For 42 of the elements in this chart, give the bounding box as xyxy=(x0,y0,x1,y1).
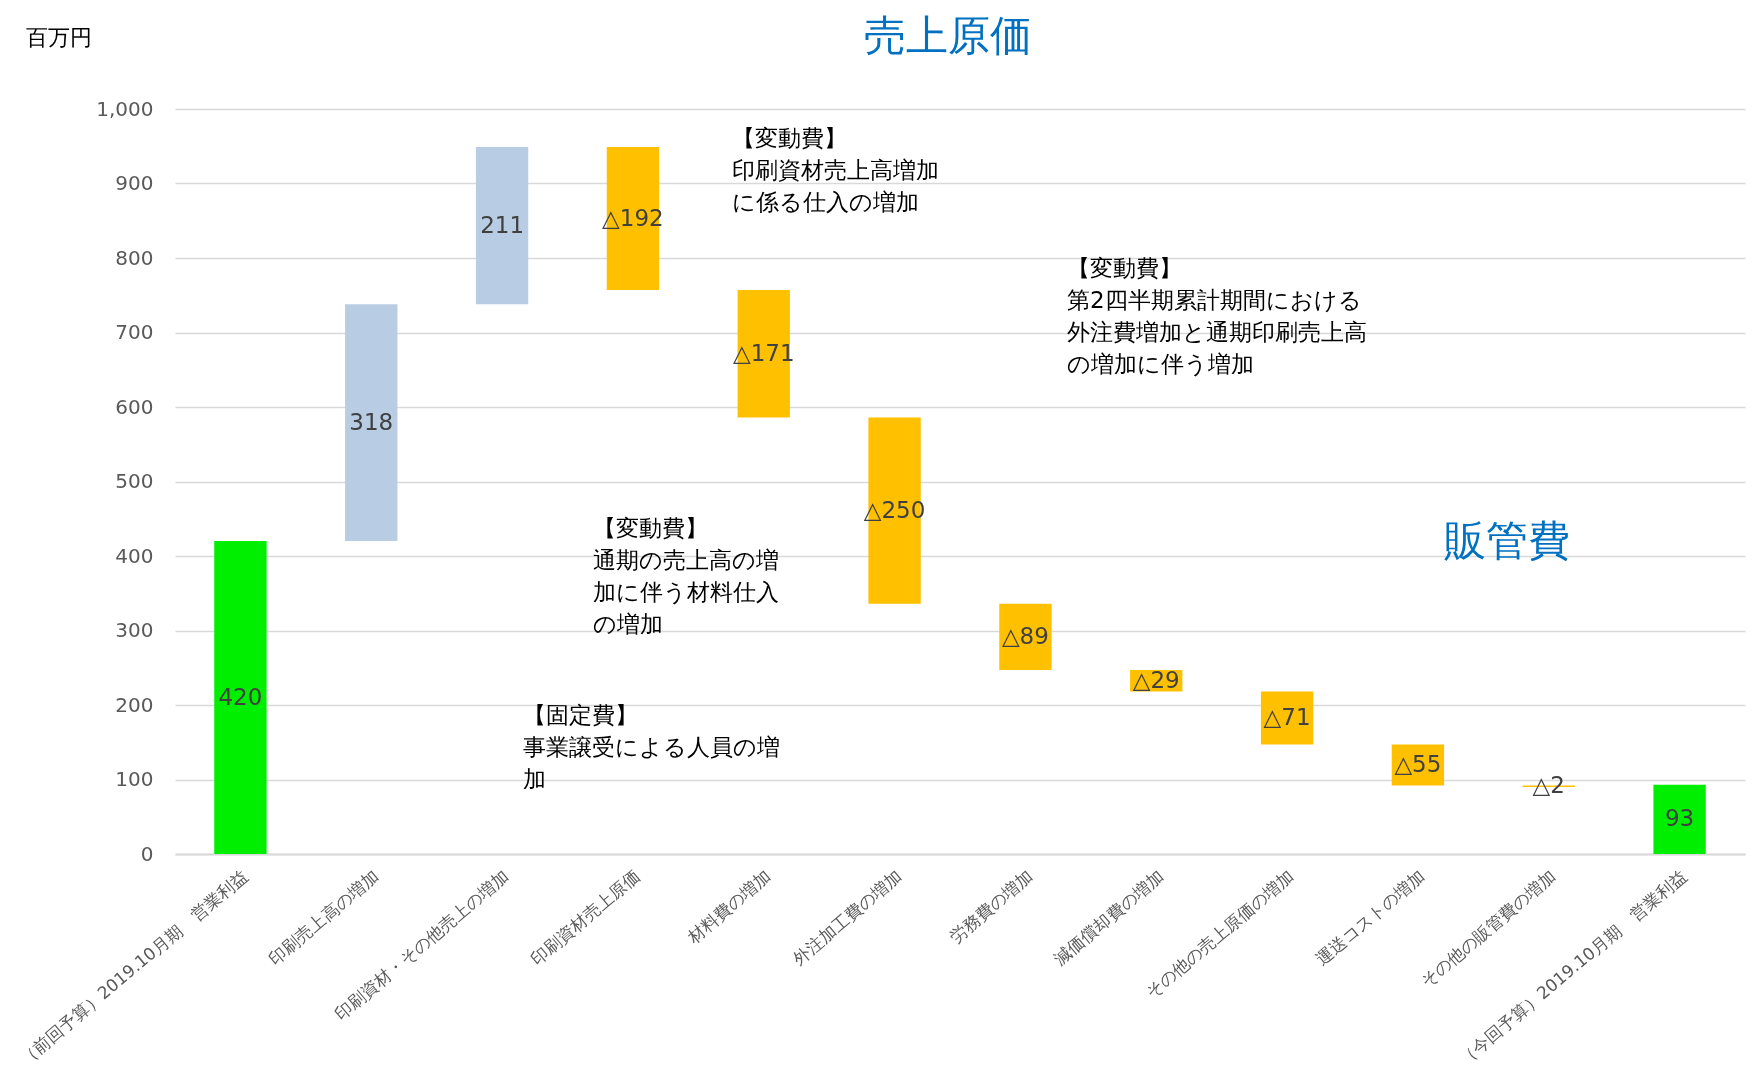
data-label: △55 xyxy=(1394,750,1442,777)
data-label: △89 xyxy=(1001,622,1049,649)
annotation: 印刷資材売上高増加に係る仕入の増加 xyxy=(732,157,939,215)
x-tick-label: 材料費の増加 xyxy=(682,866,775,948)
annotation: 【固定費】 xyxy=(523,702,638,728)
x-tick-label: 印刷資材売上原価 xyxy=(526,866,644,969)
y-tick-label: 600 xyxy=(115,394,154,419)
y-tick-label: 900 xyxy=(115,171,154,195)
y-tick-label: 500 xyxy=(115,469,154,493)
x-tick-label: 印刷売上高の増加 xyxy=(265,866,383,969)
y-tick-label: 1,000 xyxy=(96,96,154,121)
annotation: 【変動費】 xyxy=(732,125,847,151)
data-label: 211 xyxy=(480,211,525,238)
x-tick-label: 外注加工費の増加 xyxy=(788,866,906,969)
data-label: 318 xyxy=(349,408,394,435)
y-tick-label: 700 xyxy=(115,320,154,344)
y-tick-label: 800 xyxy=(115,245,154,270)
y-tick-label: 400 xyxy=(115,543,154,568)
annotation: 【変動費】 xyxy=(593,515,708,541)
bar xyxy=(214,541,267,854)
y-tick-label: 0 xyxy=(140,841,154,866)
data-label: △29 xyxy=(1132,666,1180,693)
x-tick-label: 労務費の増加 xyxy=(945,866,1037,948)
y-axis-title: 百万円 xyxy=(25,24,92,50)
bar xyxy=(345,304,398,542)
data-label: 420 xyxy=(218,683,263,710)
y-tick-label: 100 xyxy=(115,767,154,791)
text: 売上原価 xyxy=(863,10,1032,60)
bar xyxy=(999,603,1052,670)
x-tick-label: 運送コストの増加 xyxy=(1311,866,1429,969)
data-label: △71 xyxy=(1263,704,1311,731)
annotation: 通期の売上高の増加に伴う材料仕入の増加 xyxy=(593,547,779,637)
annotation: 第2四半期累計期間における外注費増加と通期印刷売上高の増加に伴う増加 xyxy=(1067,287,1367,377)
y-tick-label: 200 xyxy=(115,692,154,717)
bar xyxy=(1653,784,1706,854)
annotation: 販管費 xyxy=(1443,516,1570,565)
x-tick-label: 減価償却費の増加 xyxy=(1050,866,1168,969)
y-tick-label: 300 xyxy=(115,618,154,642)
bar xyxy=(475,147,529,305)
annotation: 事業譲受による人員の増加 xyxy=(523,734,780,792)
data-label: 93 xyxy=(1664,805,1695,832)
annotation: 【変動費】 xyxy=(1067,255,1182,281)
